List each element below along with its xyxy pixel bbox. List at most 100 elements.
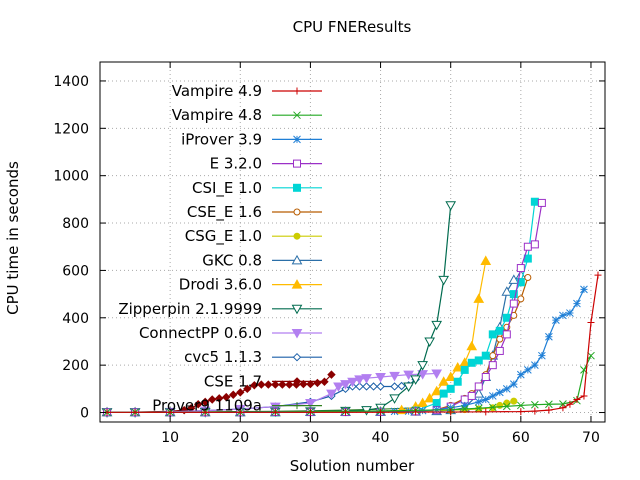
data-point (347, 377, 358, 388)
data-point (417, 361, 428, 371)
data-point (291, 254, 303, 265)
data-point (355, 382, 364, 391)
data-point (354, 375, 365, 385)
legend-entry: GKC 0.8 (202, 251, 322, 269)
data-point (375, 373, 386, 383)
series-line (107, 274, 522, 413)
legend-entry: Vampire 4.9 (172, 82, 322, 100)
data-point (566, 400, 574, 408)
data-point (587, 351, 595, 360)
data-point (306, 379, 315, 389)
data-point (502, 402, 511, 411)
data-point (320, 377, 329, 386)
y-axis-label: CPU time in seconds (4, 161, 22, 315)
data-point (509, 299, 518, 308)
data-point (509, 290, 518, 299)
data-point (475, 405, 483, 413)
legend-label: CSI_E 1.0 (192, 179, 262, 198)
data-point (580, 392, 588, 400)
data-point (474, 398, 483, 406)
data-point (305, 399, 316, 409)
data-point (501, 286, 513, 296)
y-tick-label: 1000 (53, 169, 89, 185)
legend-entry: Prover9 1109a (152, 397, 322, 415)
legend-entry: iProver 3.9 (181, 130, 322, 148)
data-point (257, 380, 266, 389)
data-point (460, 365, 469, 374)
data-point (517, 295, 525, 303)
data-point (389, 394, 400, 404)
data-point (495, 346, 504, 355)
plot-series (101, 197, 602, 418)
data-point (473, 293, 485, 303)
data-point (369, 382, 378, 391)
data-point (250, 381, 259, 390)
data-point (327, 370, 336, 379)
y-tick-label: 0 (80, 406, 89, 422)
data-point (460, 401, 469, 410)
data-point (243, 384, 252, 394)
data-point (530, 240, 539, 249)
data-point (361, 374, 372, 384)
data-point (445, 201, 457, 211)
data-point (516, 264, 525, 273)
y-tick-label: 200 (62, 358, 89, 374)
x-tick-label: 40 (372, 430, 390, 446)
legend-entry: E 3.2.0 (210, 155, 322, 173)
series-line (107, 277, 529, 413)
data-point (495, 326, 504, 335)
data-point (489, 352, 497, 360)
data-point (474, 382, 483, 391)
x-tick-label: 70 (582, 430, 600, 446)
data-point (293, 183, 301, 192)
data-point (510, 397, 518, 405)
data-point (431, 385, 443, 396)
data-point (431, 369, 443, 379)
data-point (390, 407, 399, 416)
data-point (438, 376, 450, 386)
data-point (474, 356, 483, 365)
data-point (293, 402, 301, 410)
data-point (573, 299, 581, 308)
data-point (516, 370, 525, 379)
data-point (291, 329, 303, 339)
legend-entry: Drodi 3.6.0 (179, 276, 322, 294)
series-cse-e-1-6 (103, 274, 532, 416)
series-line (107, 275, 599, 413)
legend-label: CSE_E 1.6 (187, 203, 262, 222)
data-point (538, 351, 546, 360)
legend-entry: Zipperpin 2.1.9999 (118, 300, 322, 318)
legend-entry: cvc5 1.1.3 (184, 348, 322, 366)
x-tick-label: 20 (231, 430, 249, 446)
data-point (264, 380, 273, 389)
data-point (417, 397, 428, 408)
data-point (509, 380, 518, 388)
data-point (523, 254, 532, 263)
data-point (438, 275, 450, 286)
data-point (559, 404, 567, 412)
data-point (473, 388, 485, 398)
data-point (215, 394, 224, 403)
data-point (524, 274, 532, 282)
legend-label: Vampire 4.9 (172, 82, 262, 100)
x-tick-label: 10 (161, 430, 179, 446)
data-point (166, 408, 174, 416)
data-point (439, 389, 448, 398)
data-point (403, 382, 414, 392)
legend-entry: Vampire 4.8 (172, 106, 322, 124)
data-point (516, 278, 525, 287)
data-point (293, 159, 301, 168)
legend-label: cvc5 1.1.3 (184, 348, 262, 366)
data-point (460, 405, 469, 413)
data-point (326, 389, 337, 400)
data-point (467, 358, 476, 367)
data-point (537, 198, 546, 207)
data-point (201, 408, 209, 416)
data-point (362, 382, 371, 391)
x-tick-label: 30 (302, 430, 320, 446)
data-point (531, 407, 539, 415)
legend-label: GKC 0.8 (202, 251, 262, 269)
data-point (467, 391, 476, 400)
legend-entry: ConnectPP 0.6.0 (139, 324, 322, 342)
